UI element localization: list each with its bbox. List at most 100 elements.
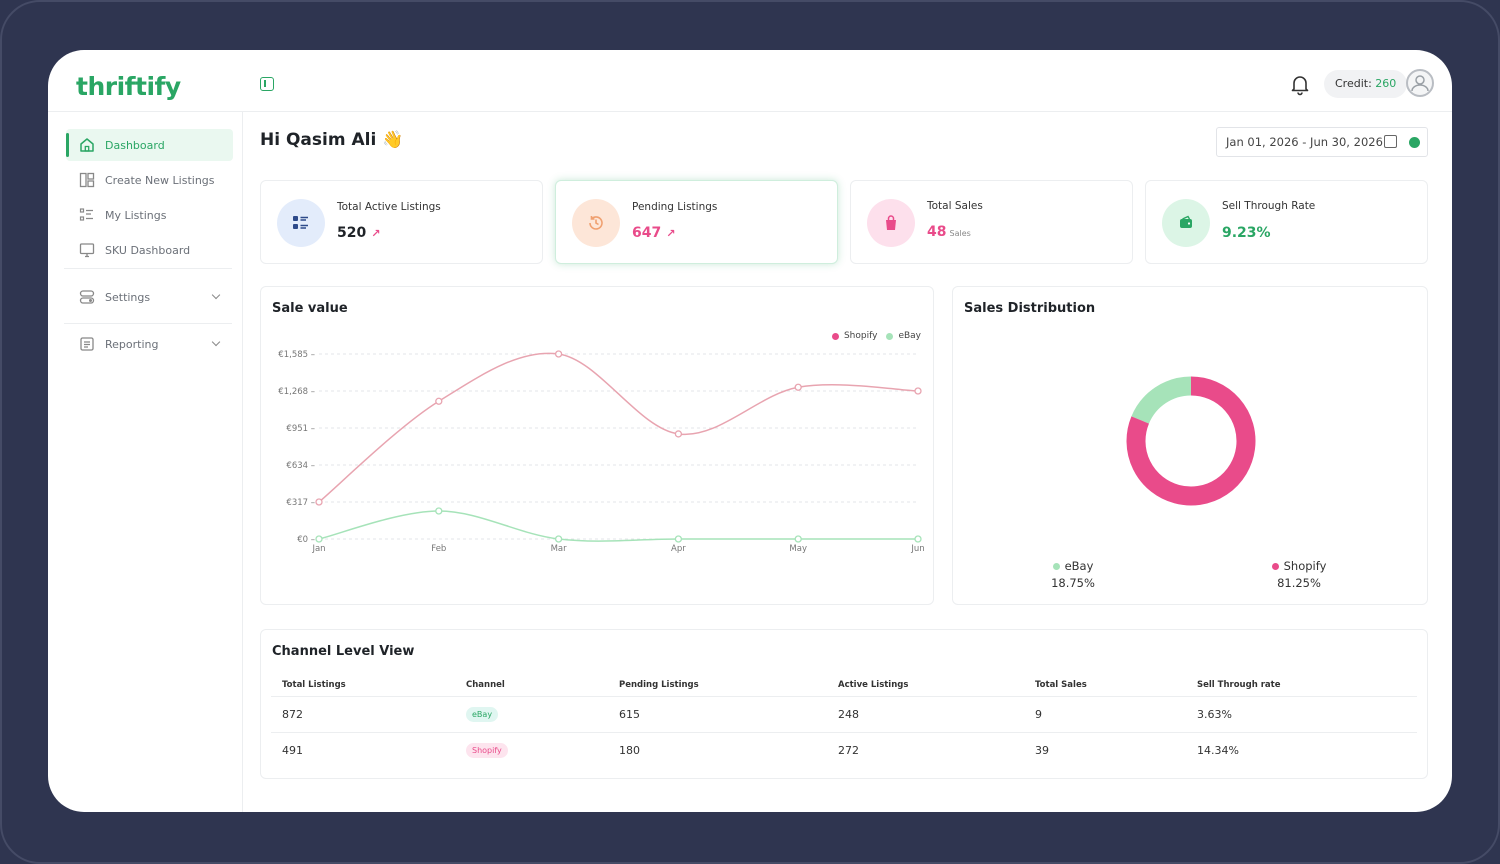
data-point-ebay <box>435 507 443 515</box>
cell-total-sales: 39 <box>1035 743 1049 757</box>
date-range-picker[interactable]: Jan 01, 2026 - Jun 30, 2026 <box>1216 127 1428 157</box>
data-point-ebay <box>315 535 323 543</box>
donut-slice-ebay[interactable] <box>1131 376 1192 424</box>
sidebar-item-create-new-listings[interactable]: Create New Listings <box>66 164 233 196</box>
wallet-icon <box>1162 199 1210 247</box>
x-tick-label: Jun <box>910 544 924 554</box>
data-point-shopify <box>435 397 443 405</box>
home-icon <box>78 136 96 154</box>
credit-label: Credit: <box>1335 77 1372 90</box>
page-title: Hi Qasim Ali 👋 <box>260 130 404 150</box>
distribution-shopify: Shopify 81.25% <box>1259 559 1339 590</box>
app-window: thriftify Credit: 260 Dashboard <box>48 50 1452 812</box>
table-row[interactable]: 491 Shopify 180 272 39 14.34% <box>271 732 1417 768</box>
stat-title: Total Sales <box>927 200 983 212</box>
distribution-name: eBay <box>1064 559 1094 573</box>
sale-value-line-chart: €0 – €317 – €634 – €951 – €1,268 – €1,585 – Ja… <box>278 350 924 554</box>
stat-title: Pending Listings <box>632 201 718 213</box>
column-header: Total Sales <box>1024 674 1186 697</box>
distribution-pct: 81.25% <box>1277 576 1321 590</box>
stat-value: 520 ↗ <box>337 225 380 241</box>
sale-value-card: Sale value Shopify eBay €0 – €317 – €634 –… <box>260 286 934 605</box>
series-line-shopify <box>318 352 919 503</box>
x-tick-label: May <box>789 544 807 554</box>
channel-badge-ebay: eBay <box>466 706 499 722</box>
monitor-icon <box>78 241 96 259</box>
y-tick-label: €317 – <box>286 498 315 508</box>
channel-table: Total Listings Channel Pending Listings … <box>271 674 1417 768</box>
sidebar-item-sku-dashboard[interactable]: SKU Dashboard <box>66 234 233 266</box>
donut-slice-shopify[interactable] <box>1126 376 1256 506</box>
distribution-ebay: eBay 18.75% <box>1033 559 1113 590</box>
chart-legend: Shopify eBay <box>831 331 921 341</box>
collapse-sidebar-icon[interactable] <box>260 77 274 91</box>
sales-distribution-donut-chart <box>1126 376 1256 506</box>
clear-date-icon[interactable] <box>1409 137 1420 148</box>
user-avatar-icon[interactable] <box>1406 69 1434 97</box>
table-title: Channel Level View <box>272 644 415 659</box>
stat-value: 9.23% <box>1222 225 1271 241</box>
data-point-ebay <box>794 535 802 543</box>
stat-number: 9.23% <box>1222 225 1271 241</box>
sales-distribution-card: Sales Distribution eBay 18.75% Shopify 8… <box>952 286 1428 605</box>
credit-badge: Credit: 260 <box>1324 70 1408 98</box>
data-point-ebay <box>554 535 563 543</box>
date-range-value: Jan 01, 2026 - Jun 30, 2026 <box>1226 135 1383 149</box>
top-bar: thriftify Credit: 260 <box>48 50 1452 112</box>
stat-title: Sell Through Rate <box>1222 200 1316 212</box>
table-row[interactable]: 872 eBay 615 248 9 3.63% <box>271 696 1417 733</box>
legend-shopify[interactable]: Shopify <box>843 331 878 341</box>
sidebar-item-label: Create New Listings <box>105 173 215 187</box>
cell-pending-listings: 615 <box>608 696 827 733</box>
y-tick-label: €951 – <box>286 424 315 434</box>
series-line-ebay <box>318 510 918 542</box>
stat-value: 48 Sales <box>927 224 971 240</box>
sidebar-item-label: SKU Dashboard <box>105 243 191 257</box>
cell-active-listings: 272 <box>838 743 859 757</box>
table-header-row: Total Listings Channel Pending Listings … <box>271 674 1417 697</box>
x-tick-label: Apr <box>671 544 686 554</box>
sidebar-item-settings[interactable]: Settings <box>66 281 233 313</box>
sidebar-item-reporting[interactable]: Reporting <box>66 328 233 360</box>
stat-number: 647 <box>632 225 662 241</box>
data-point-ebay <box>914 535 922 543</box>
legend-ebay[interactable]: eBay <box>898 331 921 341</box>
x-tick-label: Mar <box>551 544 568 554</box>
cell-sell-through-rate: 3.63% <box>1186 696 1417 733</box>
stat-card-pending-listings[interactable]: Pending Listings 647 ↗ <box>555 180 838 264</box>
column-header: Channel <box>455 674 608 697</box>
sidebar-item-dashboard[interactable]: Dashboard <box>66 129 233 161</box>
legend-dot-ebay <box>886 332 894 340</box>
trend-up-icon: ↗ <box>371 227 381 240</box>
sidebar-item-label: Reporting <box>105 337 159 351</box>
sidebar-divider <box>64 323 232 324</box>
sidebar-item-label: My Listings <box>105 208 167 222</box>
y-tick-label: €0 – <box>297 535 315 545</box>
y-tick-label: €634 – <box>286 461 315 471</box>
cell-sell-through-rate: 14.34% <box>1197 743 1239 757</box>
sidebar-item-my-listings[interactable]: My Listings <box>66 199 233 231</box>
chart-title: Sales Distribution <box>964 301 1096 316</box>
stat-suffix: Sales <box>949 229 971 238</box>
bell-icon[interactable] <box>1290 74 1310 96</box>
legend-dot-shopify <box>831 332 839 340</box>
y-tick-label: €1,585 – <box>278 350 315 360</box>
data-point-shopify <box>794 383 802 391</box>
data-point-shopify <box>674 430 683 438</box>
stat-card-sell-through-rate[interactable]: Sell Through Rate 9.23% <box>1145 180 1428 264</box>
cell-channel: Shopify <box>455 732 608 768</box>
report-icon <box>78 335 96 353</box>
person-icon <box>1411 75 1429 92</box>
logo[interactable]: thriftify <box>76 72 181 101</box>
data-point-shopify <box>554 350 563 358</box>
chart-title: Sale value <box>272 301 348 316</box>
clock-icon <box>572 199 620 247</box>
calendar-icon[interactable] <box>1384 135 1397 148</box>
cell-pending-listings: 180 <box>619 743 640 757</box>
channel-level-view-card: Channel Level View Total Listings Channe… <box>260 629 1428 779</box>
cell-total-listings: 491 <box>282 743 303 757</box>
stat-card-total-sales[interactable]: Total Sales 48 Sales <box>850 180 1133 264</box>
stat-card-total-active-listings[interactable]: Total Active Listings 520 ↗ <box>260 180 543 264</box>
data-point-ebay <box>674 535 683 543</box>
column-header: Sell Through rate <box>1186 674 1417 697</box>
